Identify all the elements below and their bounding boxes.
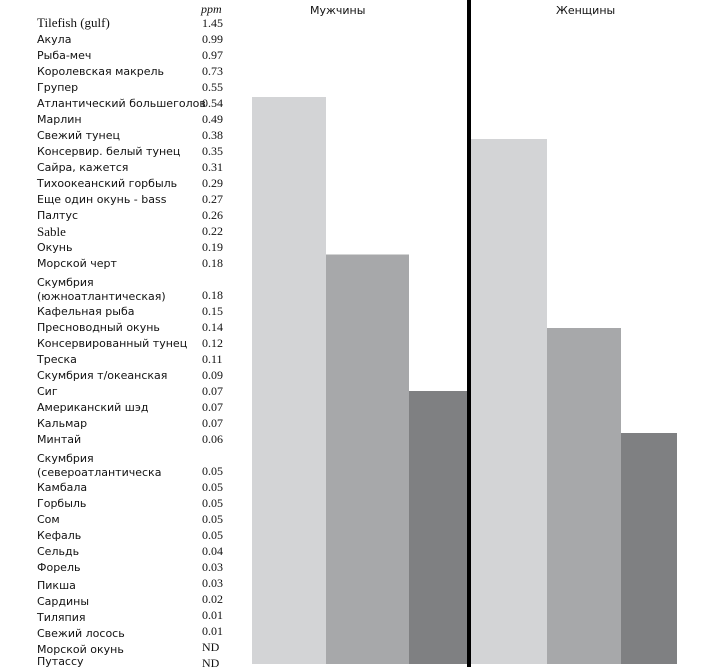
fish-ppm-value: 0.35 [202, 144, 223, 158]
fish-ppm-value: 0.55 [202, 80, 223, 94]
fish-ppm-value: 0.07 [202, 400, 223, 414]
fish-name: Кафельная рыба [37, 305, 135, 318]
fish-ppm-value: 0.15 [202, 304, 223, 318]
fish-name: Рыба-меч [37, 49, 92, 62]
fish-ppm-value: ND [202, 640, 220, 654]
fish-ppm-value: 0.97 [202, 48, 223, 62]
fish-name: Горбыль [37, 497, 87, 510]
fish-ppm-value: 0.31 [202, 160, 223, 174]
fish-ppm-value: 0.73 [202, 64, 223, 78]
men-header: Мужчины [310, 4, 366, 17]
fish-ppm-value: 0.54 [202, 96, 223, 110]
fish-name: Кефаль [37, 529, 82, 542]
fish-name: Атлантический большеголов [37, 97, 206, 110]
fish-name: Путассу [37, 655, 84, 668]
fish-ppm-value: 0.01 [202, 624, 223, 638]
fish-ppm-value: 0.19 [202, 240, 223, 254]
fish-ppm-value: ND [202, 656, 220, 670]
fish-ppm-value: 0.06 [202, 432, 223, 446]
fish-name: Сайра, кажется [37, 161, 129, 174]
fish-name: Сельдь [37, 545, 80, 558]
fish-name: Пикша [37, 579, 76, 592]
fish-name: Сардины [37, 595, 90, 608]
fish-name: Скумбрия т/океанская [37, 369, 168, 382]
fish-ppm-value: 0.05 [202, 480, 223, 494]
fish-ppm-value: 0.07 [202, 416, 223, 430]
fish-ppm-value: 0.02 [202, 592, 223, 606]
bar-women-1 [471, 139, 547, 664]
fish-name: Консервир. белый тунец [37, 145, 181, 158]
fish-name: Сиг [37, 385, 58, 398]
fish-name: Свежий тунец [37, 129, 120, 142]
fish-name: Скумбрия (южноатлантическая) [37, 276, 166, 303]
fish-name: Минтай [37, 433, 82, 446]
fish-ppm-value: 0.05 [202, 496, 223, 510]
fish-ppm-value: 1.45 [202, 16, 223, 30]
bar-women-2 [547, 328, 621, 664]
fish-name: Акула [37, 33, 72, 46]
fish-ppm-value: 0.14 [202, 320, 223, 334]
fish-ppm-value: 0.11 [202, 352, 223, 366]
fish-name: Форель [37, 561, 81, 574]
fish-ppm-value: 0.26 [202, 208, 223, 222]
fish-name: Еще один окунь - bass [37, 193, 167, 206]
fish-name: Сом [37, 513, 60, 526]
fish-ppm-value: 0.07 [202, 384, 223, 398]
fish-name: Американский шэд [37, 401, 149, 414]
women-header: Женщины [556, 4, 616, 17]
bar-men-1 [252, 97, 326, 664]
fish-name: Пресноводный окунь [37, 321, 160, 334]
fish-ppm-value: 0.05 [202, 528, 223, 542]
fish-name: Тихоокеанский горбыль [37, 177, 178, 190]
fish-name: Треска [37, 353, 77, 366]
fish-ppm-value: 0.03 [202, 576, 223, 590]
fish-ppm-value: 0.29 [202, 176, 223, 190]
fish-ppm-value: 0.09 [202, 368, 223, 382]
fish-name: Tilefish (gulf) [37, 15, 110, 30]
fish-name: Морской окунь [37, 643, 124, 656]
fish-ppm-value: 0.03 [202, 560, 223, 574]
bar-women-3 [621, 433, 677, 664]
fish-ppm-value: 0.99 [202, 32, 223, 46]
fish-ppm-value: 0.01 [202, 608, 223, 622]
fish-ppm-value: 0.22 [202, 224, 223, 238]
fish-name: Королевская макрель [37, 65, 165, 78]
fish-name: Окунь [37, 241, 73, 254]
fish-name: Тиляпия [37, 611, 86, 624]
fish-name: Свежий лосось [37, 627, 125, 640]
fish-name: Морской черт [37, 257, 117, 270]
bar-men-2 [326, 254, 409, 664]
fish-name: Групер [37, 81, 79, 94]
fish-ppm-value: 0.12 [202, 336, 223, 350]
fish-ppm-value: 0.27 [202, 192, 223, 206]
fish-name: Консервированный тунец [37, 337, 188, 350]
fish-ppm-value: 0.05 [202, 512, 223, 526]
fish-name: Sable [37, 224, 66, 239]
fish-ppm-value: 0.18 [202, 256, 223, 270]
fish-ppm-value: 0.05 [202, 464, 223, 478]
ppm-header: ppm [201, 2, 222, 16]
fish-name: Палтус [37, 209, 79, 222]
fish-ppm-value: 0.38 [202, 128, 223, 142]
fish-name: Кальмар [37, 417, 88, 430]
fish-ppm-value: 0.04 [202, 544, 223, 558]
fish-name: Скумбрия (североатлантическа [37, 452, 162, 479]
bar-men-3 [409, 391, 470, 664]
fish-ppm-value: 0.18 [202, 288, 223, 302]
fish-name: Камбала [37, 481, 88, 494]
fish-ppm-value: 0.49 [202, 112, 223, 126]
fish-name: Марлин [37, 113, 82, 126]
